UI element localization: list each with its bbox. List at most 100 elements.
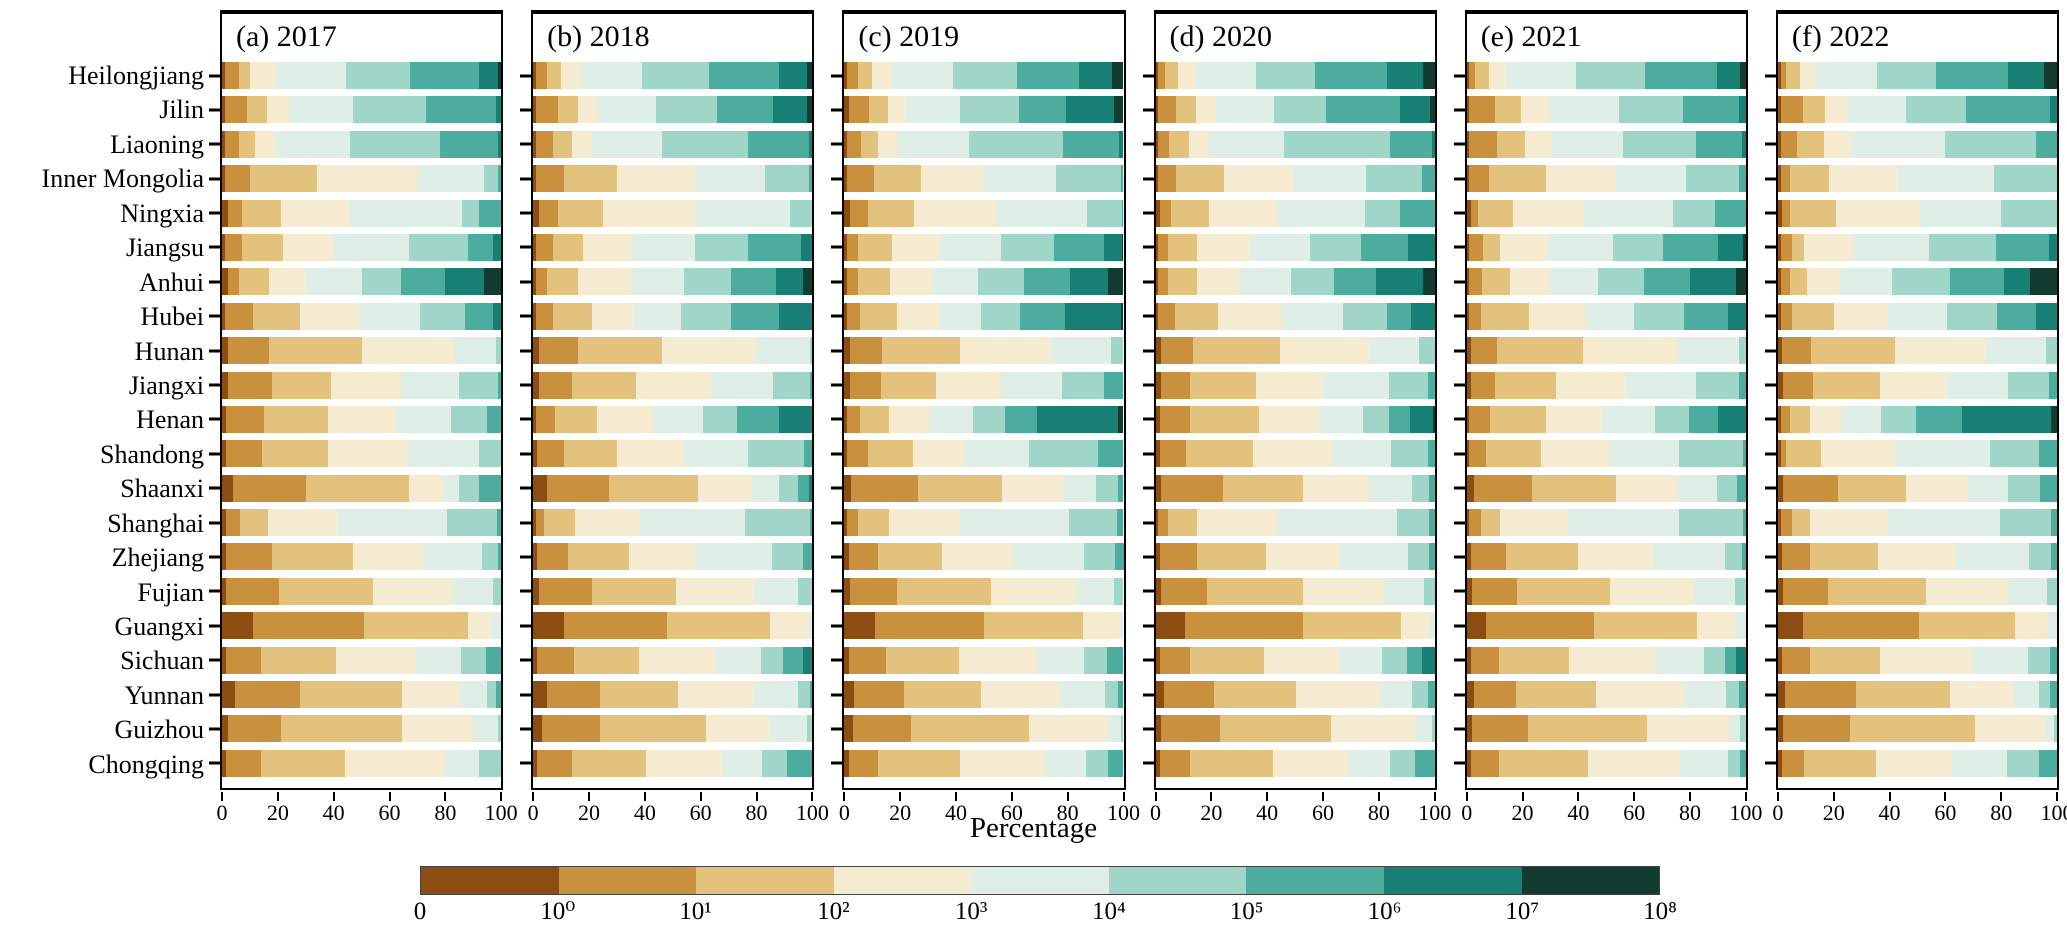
bar-segment-10⁵–10⁶ [1063,130,1120,158]
bar-segment-10¹–10² [552,233,584,261]
bar-segment-0–10⁰ [222,199,228,227]
x-tick [1577,792,1580,801]
bar-segment-10³–10⁴ [1045,749,1086,777]
bar-segment-10³–10⁴ [939,302,982,330]
bar-segment-10⁵–10⁶ [1406,646,1423,674]
bar-segment-10⁴–10⁵ [773,371,810,399]
bar-segment-10⁵–10⁶ [1325,96,1400,124]
bar-row-jiangxi [1466,371,1746,399]
bar-segment-10²–10³ [1879,646,1974,674]
bar-segment-10²–10³ [300,302,359,330]
bar-segment-10⁵–10⁶ [1020,302,1065,330]
bar-segment-10²–10³ [1925,577,2007,605]
x-axis-labels: 0 20 40 60 80 100 [839,796,1140,830]
bar-segment-0–10⁰ [1777,715,1784,743]
bar-segment-10¹–10² [1856,681,1950,709]
bar-segment-0–10⁰ [1466,474,1474,502]
bar-segment-10⁰–10¹ [1158,302,1176,330]
bar-segment-10²–10³ [1529,302,1586,330]
x-axis-labels: 0 20 40 60 80 100 [1150,796,1451,830]
x-tick-label: 80 [434,800,457,825]
bar-segment-10¹–10² [1489,165,1547,193]
bar-segment-10²–10³ [890,268,931,296]
bar-segment-10⁰–10¹ [1161,371,1191,399]
bar-segment-10³–10⁴ [995,199,1088,227]
bar-segment-10²–10³ [1833,302,1887,330]
bar-row-inner-mongolia [222,165,502,193]
bar-segment-10¹–10² [1811,337,1896,365]
bar-segment-0–10⁰ [1155,337,1162,365]
bar-segment-10²–10³ [255,130,276,158]
bar-row-hubei [222,302,502,330]
bar-segment-0–10⁰ [222,646,227,674]
bar-segment-10¹–10² [552,302,592,330]
bar-segment-10⁰–10¹ [224,302,253,330]
category-label-jilin: Jilin [159,95,204,125]
bar-segment-10⁰–10¹ [1470,337,1498,365]
bar-segment-10³–10⁴ [756,337,810,365]
bar-segment-10⁰–10¹ [1470,371,1495,399]
x-tick-label: 80 [1367,800,1390,825]
bar-segment-10⁴–10⁵ [1716,474,1738,502]
bar-row-guangxi [1155,612,1435,640]
category-label-chongqing: Chongqing [88,749,204,779]
bar-segment-10⁴–10⁵ [481,543,499,571]
bar-row-anhui [1155,268,1435,296]
bar-segment-0–10⁰ [533,749,538,777]
bar-row-guizhou [1155,715,1435,743]
bar-row-yunnan [1466,681,1746,709]
bar-row-guizhou [222,715,502,743]
category-label-yunnan: Yunnan [124,680,204,710]
bar-segment-10⁶–10⁷ [1431,130,1435,158]
bar-segment-10¹–10² [572,749,647,777]
bar-segment-10⁰–10¹ [1783,715,1851,743]
bar-segment-10⁴–10⁵ [1431,715,1435,743]
bar-segment-10⁶–10⁷ [1036,405,1118,433]
bar-segment-10⁴–10⁵ [1892,268,1950,296]
bar-segment-10²–10³ [914,199,996,227]
bar-segment-10⁴–10⁵ [953,62,1018,89]
panel-2017: (a) 2017 0 20 40 60 80 100 [217,10,518,825]
bar-segment-10⁰–10¹ [1782,749,1805,777]
bar-segment-10⁵–10⁶ [498,165,502,193]
bar-segment-10⁴–10⁵ [1994,165,2057,193]
bar-segment-10²–10³ [697,474,751,502]
bar-segment-10³–10⁴ [1625,371,1696,399]
bar-segment-10⁴–10⁵ [806,715,813,743]
bar-segment-0–10⁰ [1466,543,1471,571]
bar-segment-10¹–10² [1918,612,2016,640]
bar-row-fujian [1155,577,1435,605]
bar-segment-10⁴–10⁵ [498,715,502,743]
bar-segment-10⁵–10⁶ [2050,681,2057,709]
bar-segment-10⁰–10¹ [849,337,883,365]
bar-segment-10¹–10² [247,96,267,124]
x-tick-label: 20 [578,800,600,825]
category-label-ningxia: Ningxia [120,198,204,228]
bar-segment-10³–10⁴ [891,62,954,89]
bar-row-ningxia [1777,199,2057,227]
category-label-jiangsu: Jiangsu [126,233,204,263]
bar-segment-10³–10⁴ [1281,302,1343,330]
bar-segment-10³–10⁴ [416,646,461,674]
bar-segment-10⁰–10¹ [847,62,859,89]
bar-segment-10⁵–10⁶ [802,543,813,571]
category-label-guizhou: Guizhou [114,715,204,745]
bar-segment-10⁰–10¹ [1469,509,1481,537]
bar-segment-0–10⁰ [844,165,848,193]
bar-segment-10⁰–10¹ [847,233,859,261]
bar-segment-10³–10⁴ [809,612,813,640]
category-label-liaoning: Liaoning [110,129,204,159]
bar-row-hunan [1155,337,1435,365]
x-tick-label: 60 [1312,800,1335,825]
bar-segment-10¹–10² [1528,715,1647,743]
bar-segment-10⁰–10¹ [227,337,270,365]
bar-segment-0–10⁰ [1777,62,1781,89]
bar-segment-10⁰–10¹ [1469,302,1481,330]
bar-segment-10³–10⁴ [983,165,1057,193]
bar-segment-10⁷–10⁸ [1736,268,1746,296]
bar-segment-10²–10³ [888,509,961,537]
bar-row-jilin [844,96,1124,124]
bar-segment-10³–10⁴ [964,440,1029,468]
bar-segment-10³–10⁴ [1505,62,1576,89]
